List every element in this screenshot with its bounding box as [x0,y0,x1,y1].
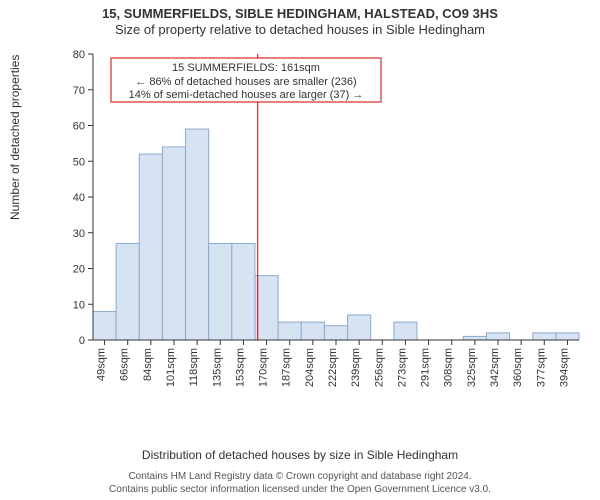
title-line-2: Size of property relative to detached ho… [0,22,600,38]
svg-text:170sqm: 170sqm [258,348,270,387]
svg-text:308sqm: 308sqm [443,348,455,387]
svg-text:325sqm: 325sqm [466,348,478,387]
attribution-footer: Contains HM Land Registry data © Crown c… [0,471,600,496]
svg-text:342sqm: 342sqm [489,348,501,387]
svg-text:377sqm: 377sqm [535,348,547,387]
svg-text:204sqm: 204sqm [304,348,316,387]
svg-text:60: 60 [73,121,85,133]
svg-text:135sqm: 135sqm [211,348,223,387]
svg-text:239sqm: 239sqm [350,348,362,387]
svg-text:30: 30 [73,228,85,240]
histogram-chart: 0 10 20 30 40 50 60 70 80 49sqm 66sqm 84sqm 101sqm 11… [65,48,585,398]
svg-text:187sqm: 187sqm [281,348,293,387]
x-axis-label: Distribution of detached houses by size … [0,448,600,462]
svg-text:14% of semi-detached houses ar: 14% of semi-detached houses are larger (… [129,89,364,101]
chart-svg: 0 10 20 30 40 50 60 70 80 49sqm 66sqm 84sqm 101sqm 11… [65,48,585,398]
svg-text:40: 40 [73,192,85,204]
footer-line-1: Contains HM Land Registry data © Crown c… [0,471,600,484]
svg-text:291sqm: 291sqm [420,348,432,387]
svg-text:222sqm: 222sqm [327,348,339,387]
svg-text:256sqm: 256sqm [373,348,385,387]
svg-text:66sqm: 66sqm [119,348,131,381]
svg-text:49sqm: 49sqm [96,348,108,381]
y-axis-label: Number of detached properties [8,55,22,220]
svg-text:153sqm: 153sqm [234,348,246,387]
svg-text:273sqm: 273sqm [396,348,408,387]
svg-text:360sqm: 360sqm [512,348,524,387]
svg-text:10: 10 [73,299,85,311]
svg-text:394sqm: 394sqm [558,348,570,387]
svg-text:← 86% of detached houses are s: ← 86% of detached houses are smaller (23… [135,76,356,88]
title-line-1: 15, SUMMERFIELDS, SIBLE HEDINGHAM, HALST… [0,6,600,22]
svg-text:118sqm: 118sqm [188,348,200,386]
svg-text:50: 50 [73,156,85,168]
svg-text:15 SUMMERFIELDS: 161sqm: 15 SUMMERFIELDS: 161sqm [172,62,320,74]
footer-line-2: Contains public sector information licen… [0,484,600,497]
svg-text:84sqm: 84sqm [142,348,154,381]
svg-text:0: 0 [79,335,85,347]
svg-text:20: 20 [73,264,85,276]
svg-text:101sqm: 101sqm [165,348,177,387]
svg-text:70: 70 [73,85,85,97]
chart-titles: 15, SUMMERFIELDS, SIBLE HEDINGHAM, HALST… [0,0,600,39]
svg-text:80: 80 [73,49,85,61]
